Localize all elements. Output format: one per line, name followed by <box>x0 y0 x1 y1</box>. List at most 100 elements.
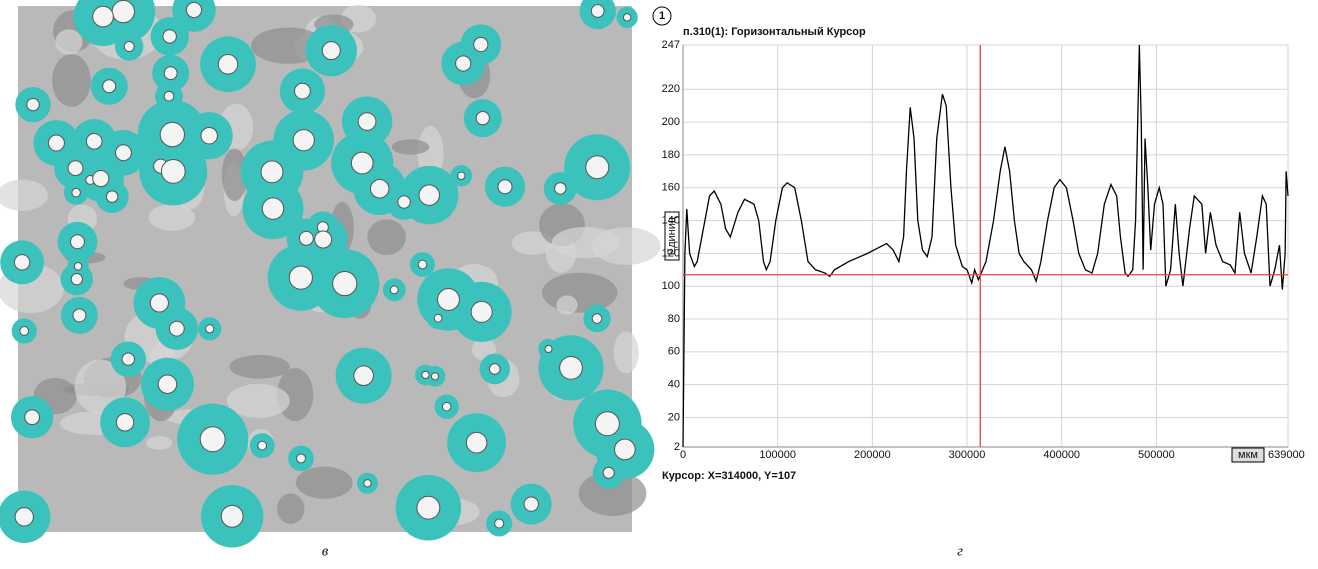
x-tick-label: 200000 <box>854 449 891 461</box>
y-tick-label: 20 <box>668 411 680 423</box>
particle <box>261 197 285 220</box>
particle <box>288 265 313 290</box>
particle <box>418 184 440 206</box>
x-axis-label: мкм <box>1238 449 1258 461</box>
particle <box>260 160 284 184</box>
particle <box>430 372 440 381</box>
particle <box>294 82 311 100</box>
x-tick-label: 500000 <box>1138 449 1175 461</box>
dark-patch <box>551 226 620 259</box>
particle <box>416 495 441 520</box>
particle <box>296 453 307 464</box>
particle <box>465 431 488 454</box>
particle <box>455 55 472 72</box>
particle <box>163 90 175 102</box>
data-line <box>682 44 1289 448</box>
particle <box>433 313 443 323</box>
dark-patch <box>391 139 430 155</box>
particle <box>70 272 83 286</box>
particle <box>321 41 341 61</box>
dark-patch <box>229 354 290 379</box>
particle <box>389 285 399 295</box>
particle <box>421 370 430 380</box>
y-tick-label: 2 <box>674 441 680 453</box>
dark-patch <box>55 29 83 55</box>
particle <box>73 262 83 271</box>
particle <box>602 466 615 479</box>
marker-label: 1 <box>659 10 665 22</box>
panel-label: в <box>322 543 329 559</box>
particle <box>111 0 135 24</box>
particle <box>523 496 539 512</box>
dark-patch <box>295 466 353 499</box>
y-label-box <box>664 211 680 261</box>
particle <box>594 411 620 437</box>
particle <box>475 111 490 126</box>
dark-patch <box>74 359 126 415</box>
particle <box>160 158 186 184</box>
particle <box>115 413 135 432</box>
y-tick-label: 60 <box>668 346 680 358</box>
particle <box>168 320 185 337</box>
particle <box>470 300 493 323</box>
particle <box>19 326 30 336</box>
y-tick-label: 100 <box>662 280 680 292</box>
particle <box>591 313 603 324</box>
particle <box>353 365 374 386</box>
dark-patch <box>541 272 618 313</box>
particle <box>24 409 41 426</box>
y-tick-label: 40 <box>668 379 680 391</box>
particle <box>205 324 215 334</box>
particle <box>544 344 553 354</box>
particle <box>257 440 268 451</box>
particle <box>149 293 169 313</box>
y-tick-label: 200 <box>662 116 680 128</box>
particle <box>102 79 117 94</box>
particle <box>437 288 460 311</box>
particle <box>159 121 185 148</box>
particle <box>357 112 377 131</box>
particle <box>121 352 135 366</box>
particle <box>71 187 81 198</box>
particle <box>488 363 501 375</box>
particle <box>298 230 314 246</box>
plot-area <box>682 44 1289 448</box>
particle <box>26 97 40 112</box>
dark-patch <box>52 54 91 107</box>
dark-patch <box>613 331 639 374</box>
y-tick-label: 140 <box>662 214 680 226</box>
dark-patch <box>221 148 248 202</box>
particle <box>397 195 411 209</box>
particle <box>585 155 610 180</box>
dark-patch <box>0 179 48 211</box>
particle <box>67 160 84 177</box>
y-tick-label: 247 <box>662 39 680 51</box>
x-label-box <box>1231 447 1265 463</box>
particle <box>494 518 505 529</box>
dark-patch <box>148 204 196 231</box>
particle <box>441 401 452 412</box>
particle <box>14 507 34 527</box>
y-tick-label: 120 <box>662 247 680 259</box>
particle <box>554 182 567 195</box>
particle <box>497 179 513 195</box>
chart-title: п.310(1): Горизонтальный Курсор <box>683 26 866 38</box>
particle <box>72 308 87 323</box>
particle <box>163 66 178 81</box>
particle <box>47 134 65 152</box>
x-tick-label: 639000 <box>1268 449 1305 461</box>
particle <box>417 259 428 270</box>
x-tick-label: 100000 <box>759 449 796 461</box>
particle <box>70 234 85 250</box>
dark-patch <box>146 436 173 450</box>
x-tick-label: 400000 <box>1043 449 1080 461</box>
particle <box>590 4 605 18</box>
particle <box>332 270 358 297</box>
particle <box>614 438 636 461</box>
particle <box>292 129 315 152</box>
y-tick-label: 180 <box>662 149 680 161</box>
particle <box>105 190 119 203</box>
particle <box>559 355 583 380</box>
x-tick-label: 0 <box>680 449 686 461</box>
